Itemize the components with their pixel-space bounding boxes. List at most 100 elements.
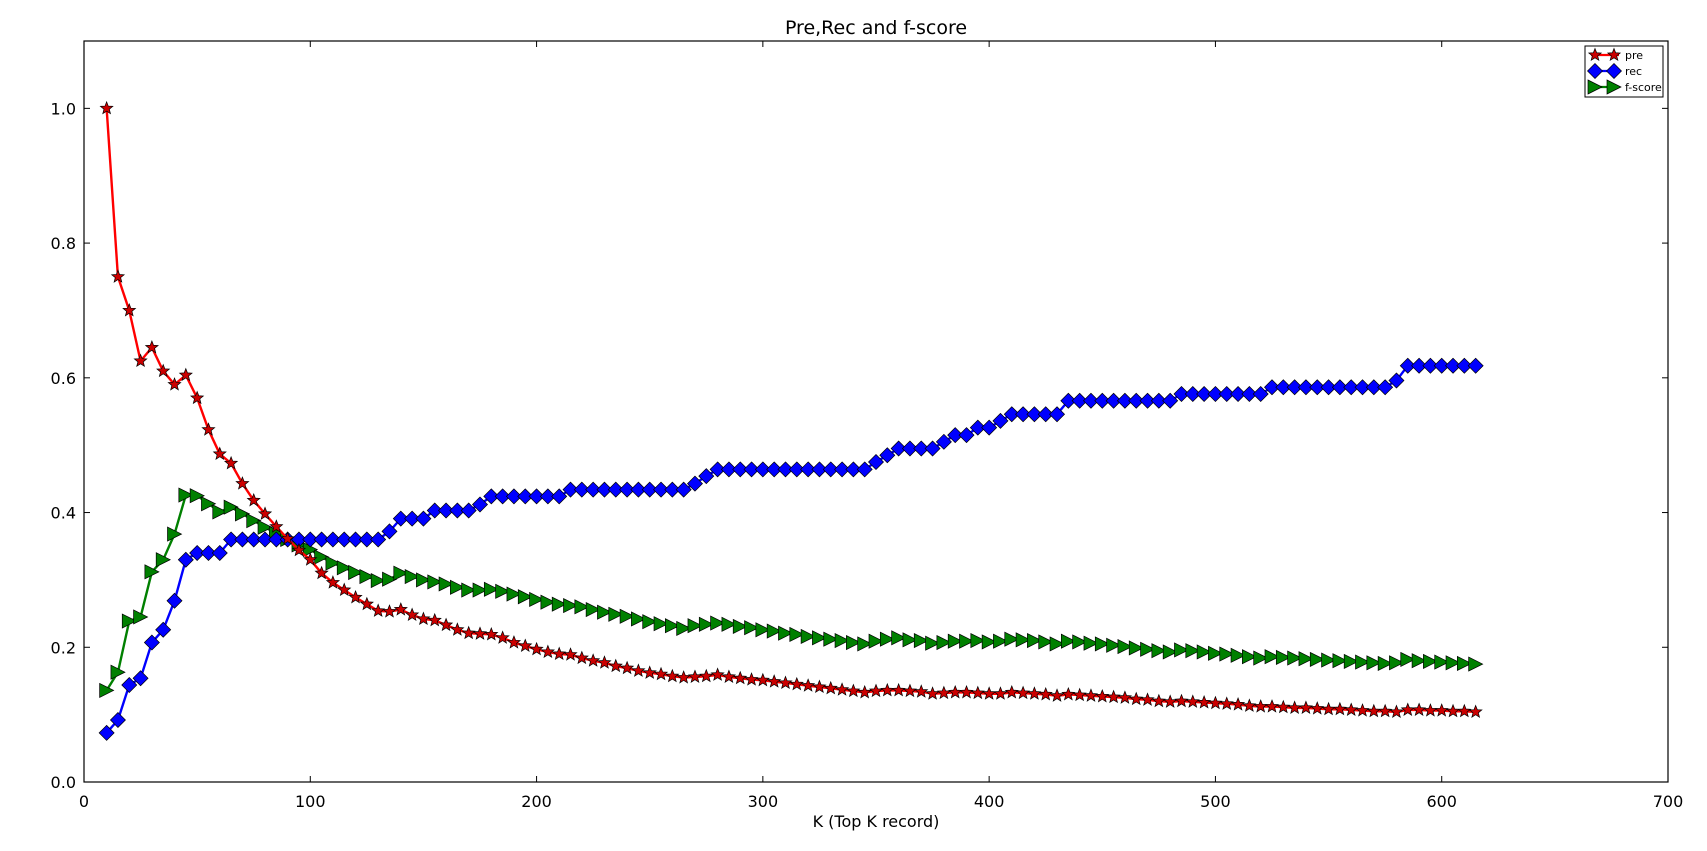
- data-point-pre: [427, 612, 442, 627]
- data-point-f-score: [608, 606, 624, 622]
- data-point-rec: [1150, 392, 1167, 409]
- data-point-pre: [699, 668, 714, 683]
- data-point-f-score: [121, 613, 138, 629]
- data-point-f-score: [529, 591, 545, 608]
- data-point-rec: [358, 531, 375, 548]
- data-point-f-score: [959, 633, 975, 649]
- data-point-rec: [1365, 379, 1382, 396]
- data-point-f-score: [348, 564, 364, 581]
- legend-marker: [1587, 79, 1603, 95]
- data-point-f-score: [925, 635, 941, 651]
- data-point-f-score: [1423, 653, 1439, 669]
- data-point-f-score: [879, 631, 896, 647]
- data-point-rec: [313, 531, 330, 548]
- data-point-rec: [1433, 357, 1450, 374]
- data-point-f-score: [1094, 636, 1111, 652]
- data-point-pre: [269, 519, 284, 533]
- data-point-rec: [539, 488, 556, 505]
- data-point-rec: [551, 488, 568, 505]
- data-point-f-score: [1389, 655, 1405, 671]
- data-point-f-score: [1445, 655, 1461, 671]
- data-point-rec: [200, 544, 217, 561]
- data-point-f-score: [1151, 643, 1167, 659]
- data-point-f-score: [846, 634, 862, 651]
- data-point-rec: [913, 440, 930, 457]
- data-point-rec: [1218, 385, 1235, 402]
- data-point-pre: [1174, 693, 1189, 708]
- y-tick-label: 0.6: [51, 369, 76, 388]
- data-point-pre: [676, 670, 691, 684]
- data-point-pre: [1004, 684, 1019, 699]
- data-point-f-score: [325, 555, 341, 571]
- data-point-pre: [1468, 704, 1483, 718]
- data-point-f-score: [1253, 650, 1269, 666]
- data-point-rec: [392, 510, 409, 527]
- legend-marker: [1587, 63, 1603, 79]
- data-point-pre: [574, 650, 589, 665]
- data-point-rec: [189, 544, 206, 561]
- legend-marker: [1606, 79, 1622, 95]
- data-point-f-score: [1174, 642, 1190, 658]
- data-point-f-score: [1298, 651, 1314, 667]
- legend-item-f-score: f-score: [1587, 79, 1662, 95]
- data-point-f-score: [902, 632, 918, 648]
- data-point-rec: [1422, 357, 1439, 374]
- data-point-pre: [1378, 703, 1393, 718]
- data-point-pre: [1027, 686, 1042, 700]
- data-point-rec: [460, 502, 477, 519]
- data-point-pre: [1310, 701, 1325, 715]
- data-point-rec: [155, 621, 172, 638]
- data-point-rec: [347, 531, 364, 548]
- data-point-pre: [337, 582, 352, 597]
- data-point-f-score: [1128, 640, 1145, 656]
- data-point-pre: [846, 683, 861, 698]
- data-point-rec: [1105, 392, 1122, 409]
- data-point-rec: [641, 481, 658, 498]
- data-point-rec: [845, 461, 862, 478]
- data-point-pre: [1411, 702, 1427, 716]
- data-point-f-score: [789, 626, 805, 643]
- x-tick-label: 700: [1653, 792, 1684, 811]
- data-point-rec: [1467, 357, 1484, 374]
- x-tick-label: 100: [295, 792, 326, 811]
- data-point-rec: [1411, 357, 1428, 374]
- y-tick-label: 0.4: [51, 504, 76, 523]
- legend-label: pre: [1625, 49, 1643, 62]
- data-point-rec: [1196, 385, 1213, 402]
- data-point-pre: [1230, 697, 1246, 711]
- data-point-f-score: [540, 594, 556, 610]
- data-point-rec: [800, 461, 817, 478]
- data-point-f-score: [698, 616, 715, 632]
- data-point-pre: [902, 683, 918, 698]
- data-point-f-score: [800, 628, 816, 645]
- data-point-rec: [121, 677, 138, 693]
- data-point-pre: [778, 675, 793, 690]
- data-point-f-score: [823, 631, 839, 647]
- data-point-pre: [755, 672, 770, 687]
- data-point-pre: [812, 679, 827, 694]
- data-point-f-score: [1060, 633, 1077, 649]
- data-point-f-score: [891, 630, 907, 646]
- data-point-rec: [132, 670, 149, 687]
- data-point-pre: [665, 668, 680, 683]
- data-point-f-score: [1083, 635, 1099, 651]
- data-point-rec: [562, 481, 579, 498]
- data-point-rec: [709, 461, 726, 478]
- data-point-f-score: [631, 611, 647, 627]
- data-point-f-score: [189, 488, 205, 504]
- data-point-f-score: [812, 630, 828, 646]
- data-point-f-score: [721, 616, 737, 632]
- data-point-rec: [607, 481, 624, 498]
- legend-marker: [1587, 47, 1603, 62]
- data-point-pre: [1140, 692, 1155, 706]
- legend-item-pre: pre: [1587, 47, 1643, 62]
- data-point-rec: [1184, 385, 1201, 402]
- x-axis: 0 100 200 300 400 500 600 700: [79, 41, 1683, 811]
- data-point-rec: [370, 531, 387, 548]
- data-point-f-score: [235, 506, 251, 522]
- data-point-f-score: [857, 636, 873, 652]
- data-point-f-score: [1411, 653, 1427, 669]
- data-point-f-score: [1140, 641, 1156, 657]
- data-point-pre: [891, 682, 906, 697]
- data-point-rec: [720, 461, 737, 478]
